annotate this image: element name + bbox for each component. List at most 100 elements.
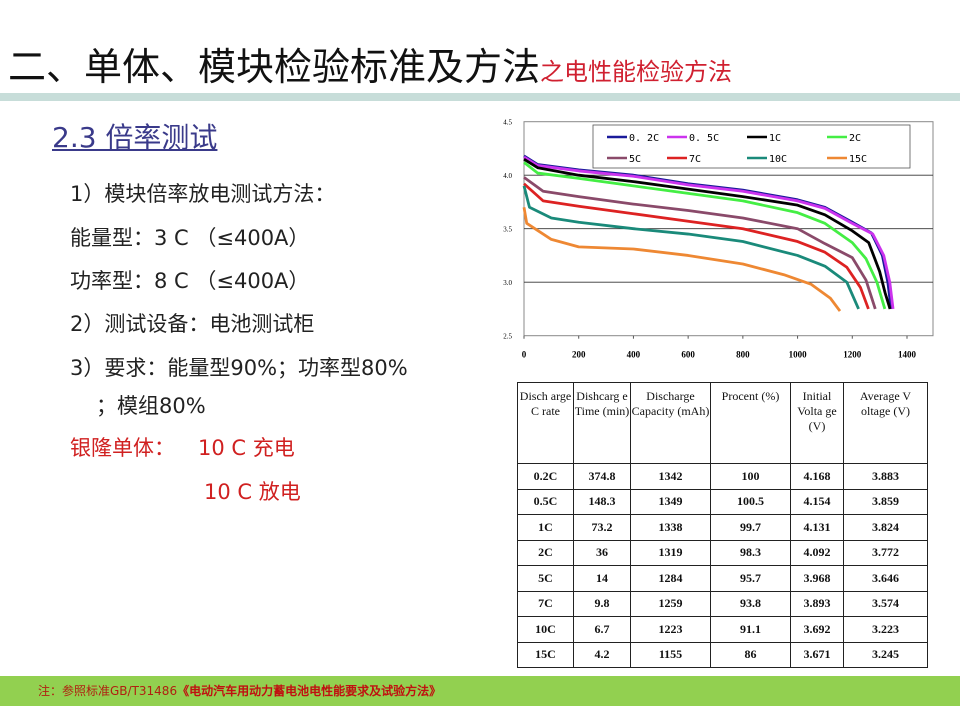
legend-label: 10C (769, 154, 787, 165)
x-tick-label: 600 (681, 350, 695, 360)
legend-label: 7C (689, 154, 701, 165)
table-cell: 14 (573, 565, 631, 592)
table-cell: 1259 (630, 590, 711, 617)
table-cell: 0.5C (517, 488, 574, 515)
yinlong-label: 银隆单体： (70, 436, 175, 460)
legend-label: 0. 2C (629, 133, 659, 144)
title-sub: 之电性能检验方法 (540, 58, 733, 86)
discharge-table: Disch arge C rate Dishcarg e Time (min) Di… (517, 382, 928, 668)
table-cell: 3.883 (843, 463, 928, 490)
title-main: 二、单体、模块检验标准及方法 (8, 45, 541, 89)
y-tick-label: 4.5 (503, 119, 512, 127)
column-header: Discharge Capacity (mAh) (630, 382, 711, 464)
text-line: 2）测试设备：电池测试柜 (70, 312, 315, 336)
table-cell: 3.968 (790, 565, 844, 592)
table-cell: 0.2C (517, 463, 574, 490)
table-cell: 100 (710, 463, 791, 490)
table-cell: 4.2 (573, 641, 631, 668)
table-cell: 93.8 (710, 590, 791, 617)
y-tick-label: 2.5 (503, 333, 512, 341)
table-cell: 4.154 (790, 488, 844, 515)
table-cell: 91.1 (710, 616, 791, 643)
series-line-7C (523, 182, 870, 310)
table-cell: 3.223 (843, 616, 928, 643)
legend-label: 5C (629, 154, 641, 165)
table-cell: 3.646 (843, 565, 928, 592)
table-cell: 3.893 (790, 590, 844, 617)
table-cell: 73.2 (573, 514, 631, 541)
table-cell: 36 (573, 539, 631, 566)
table-row: 1C 73.2 1338 99.7 4.131 3.824 (517, 514, 928, 541)
legend-label: 1C (769, 133, 781, 144)
table-cell: 5C (517, 565, 574, 592)
yinlong-charge: 10 C 充电 (198, 436, 295, 460)
y-tick-label: 3.0 (503, 279, 512, 287)
table-cell: 374.8 (573, 463, 631, 490)
text-line: 功率型：8 C （≤400A） (70, 269, 310, 293)
y-tick-label: 4.0 (503, 172, 512, 180)
table-cell: 1284 (630, 565, 711, 592)
table-cell: 6.7 (573, 616, 631, 643)
table-cell: 148.3 (573, 488, 631, 515)
table-cell: 95.7 (710, 565, 791, 592)
column-header: Disch arge C rate (517, 382, 574, 464)
table-cell: 3.245 (843, 641, 928, 668)
table-row: 7C 9.8 1259 93.8 3.893 3.574 (517, 590, 928, 617)
table-cell: 3.671 (790, 641, 844, 668)
x-tick-label: 200 (572, 350, 586, 360)
table-cell: 4.168 (790, 463, 844, 490)
text-line: 能量型：3 C （≤400A） (70, 226, 310, 250)
table-row: 0.5C 148.3 1349 100.5 4.154 3.859 (517, 488, 928, 515)
table-cell: 1338 (630, 514, 711, 541)
column-header: Dishcarg e Time (min) (573, 382, 631, 464)
title-divider (0, 93, 960, 101)
table-cell: 3.772 (843, 539, 928, 566)
table-cell: 3.859 (843, 488, 928, 515)
legend-label: 15C (849, 154, 867, 165)
series-line-2C (523, 161, 887, 310)
table-row: 0.2C 374.8 1342 100 4.168 3.883 (517, 463, 928, 490)
series-line-15C (522, 207, 842, 312)
table-cell: 9.8 (573, 590, 631, 617)
column-header: Initial Volta ge (V) (790, 382, 844, 464)
series-line-1C (523, 157, 892, 310)
table-cell: 15C (517, 641, 574, 668)
series-line-05C (523, 155, 895, 310)
table-cell: 2C (517, 539, 574, 566)
text-line: 3）要求：能量型90%；功率型80% (70, 356, 408, 380)
table-cell: 99.7 (710, 514, 791, 541)
table-row: 15C 4.2 1155 86 3.671 3.245 (517, 641, 928, 668)
discharge-curve-chart: 2.5 3.0 3.5 4.0 4.5 0 200 400 600 800 1000 1200 1400… (503, 119, 934, 360)
table-row: 5C 14 1284 95.7 3.968 3.646 (517, 565, 928, 592)
x-tick-label: 1000 (789, 350, 808, 360)
table-cell: 4.131 (790, 514, 844, 541)
table-cell: 1342 (630, 463, 711, 490)
section-heading: 2.3 倍率测试 (52, 121, 218, 154)
x-tick-label: 800 (736, 350, 750, 360)
x-tick-label: 1200 (843, 350, 862, 360)
series-line-5C (523, 176, 877, 310)
table-cell: 1349 (630, 488, 711, 515)
table-cell: 1319 (630, 539, 711, 566)
table-cell: 3.692 (790, 616, 844, 643)
column-header: Procent (%) (710, 382, 791, 464)
table-cell: 7C (517, 590, 574, 617)
text-line: ；模组80% (96, 394, 206, 418)
table-row: 10C 6.7 1223 91.1 3.692 3.223 (517, 616, 928, 643)
table-cell: 3.574 (843, 590, 928, 617)
series-line-10C (522, 185, 860, 310)
legend (592, 124, 911, 169)
table-cell: 1155 (630, 641, 711, 668)
table-cell: 3.824 (843, 514, 928, 541)
footer-standard-title: 《电动汽车用动力蓄电池电性能要求及试验方法》 (177, 684, 442, 698)
y-tick-label: 3.5 (503, 226, 512, 234)
table-cell: 1223 (630, 616, 711, 643)
table-cell: 100.5 (710, 488, 791, 515)
text-line: 1）模块倍率放电测试方法： (70, 182, 336, 206)
footer-note: 注：参照标准GB/T31486《电动汽车用动力蓄电池电性能要求及试验方法》 (0, 676, 960, 706)
x-tick-label: 0 (522, 350, 527, 360)
table-cell: 86 (710, 641, 791, 668)
x-tick-label: 1400 (898, 350, 917, 360)
page-title: 二、单体、模块检验标准及方法之电性能检验方法 (8, 36, 732, 91)
x-tick-label: 400 (627, 350, 641, 360)
